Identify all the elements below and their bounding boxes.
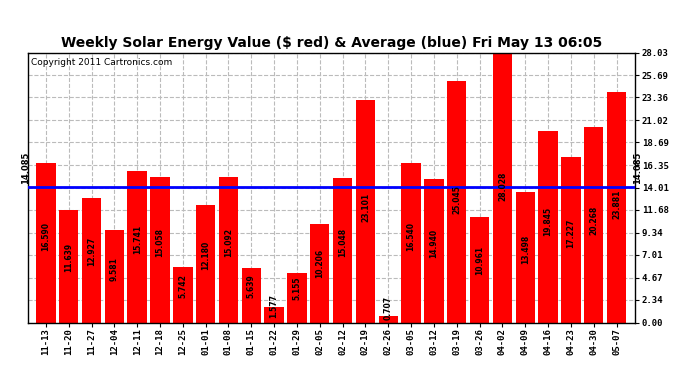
Bar (561, 156, 580, 322)
Text: 16.590: 16.590 (41, 222, 50, 251)
Bar (128, 171, 147, 322)
Bar (82, 198, 101, 322)
Bar (310, 224, 330, 322)
Text: 5.639: 5.639 (247, 274, 256, 298)
Bar (356, 100, 375, 322)
Text: 14.085: 14.085 (633, 152, 642, 184)
Bar (241, 268, 261, 322)
Text: 14.940: 14.940 (429, 229, 438, 258)
Bar (493, 53, 512, 322)
Text: 23.101: 23.101 (361, 193, 370, 222)
Bar (264, 307, 284, 322)
Bar (584, 127, 604, 322)
Text: 16.540: 16.540 (406, 222, 415, 251)
Bar (196, 205, 215, 322)
Text: 15.741: 15.741 (132, 225, 141, 254)
Text: 10.206: 10.206 (315, 249, 324, 278)
Bar (447, 81, 466, 322)
Bar (36, 163, 56, 322)
Text: 11.639: 11.639 (64, 243, 73, 272)
Text: 0.707: 0.707 (384, 296, 393, 321)
Text: 13.498: 13.498 (521, 235, 530, 264)
Bar (287, 273, 306, 322)
Bar (59, 210, 79, 322)
Bar (150, 177, 170, 322)
Bar (333, 177, 353, 322)
Text: 12.927: 12.927 (87, 237, 96, 267)
Text: 15.058: 15.058 (155, 228, 164, 257)
Text: 25.045: 25.045 (452, 185, 461, 214)
Text: 17.227: 17.227 (566, 219, 575, 248)
Bar (105, 230, 124, 322)
Bar (379, 316, 398, 322)
Bar (402, 163, 421, 322)
Text: 14.085: 14.085 (21, 152, 30, 184)
Text: 20.268: 20.268 (589, 206, 598, 235)
Text: 5.742: 5.742 (178, 274, 187, 298)
Title: Weekly Solar Energy Value ($ red) & Average (blue) Fri May 13 06:05: Weekly Solar Energy Value ($ red) & Aver… (61, 36, 602, 50)
Text: 15.048: 15.048 (338, 228, 347, 257)
Bar (538, 131, 558, 322)
Text: Copyright 2011 Cartronics.com: Copyright 2011 Cartronics.com (30, 58, 172, 67)
Bar (424, 178, 444, 322)
Text: 10.961: 10.961 (475, 246, 484, 275)
Text: 9.581: 9.581 (110, 257, 119, 281)
Text: 12.180: 12.180 (201, 240, 210, 270)
Bar (219, 177, 238, 322)
Bar (470, 217, 489, 322)
Text: 15.092: 15.092 (224, 228, 233, 257)
Text: 19.845: 19.845 (544, 207, 553, 237)
Bar (607, 93, 627, 322)
Text: 1.577: 1.577 (270, 294, 279, 318)
Text: 5.155: 5.155 (293, 277, 302, 300)
Text: 28.028: 28.028 (498, 172, 507, 201)
Bar (515, 192, 535, 322)
Bar (173, 267, 193, 322)
Text: 23.881: 23.881 (612, 190, 621, 219)
